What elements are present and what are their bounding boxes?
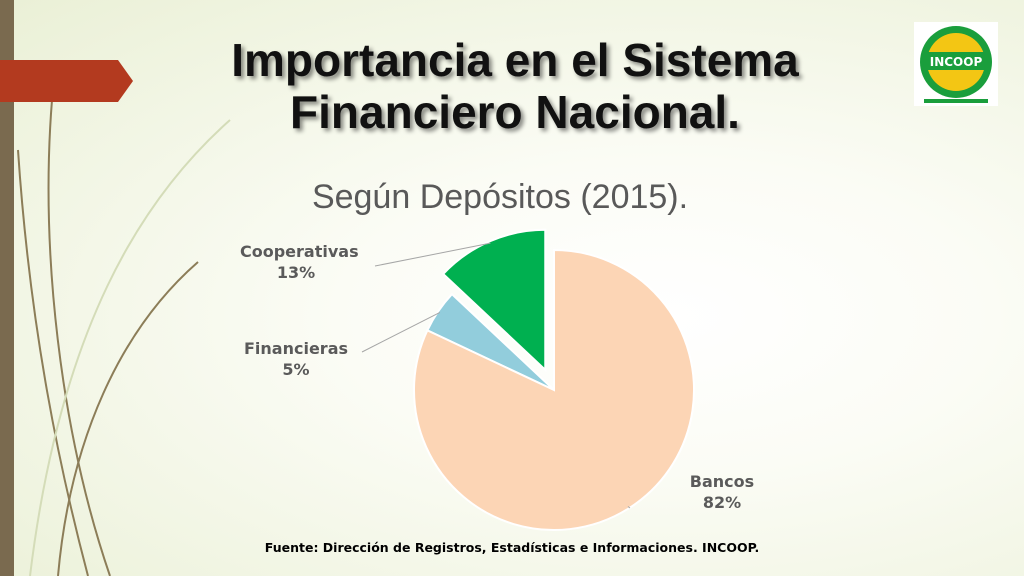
label-cooperativas: Cooperativas 13% <box>240 241 359 283</box>
label-cooperativas-value: 13% <box>276 263 316 282</box>
leader-line-cooperativas <box>374 242 491 267</box>
label-financieras-name: Financieras <box>243 339 349 358</box>
label-cooperativas-name: Cooperativas <box>240 242 359 261</box>
leader-line-financieras <box>361 311 441 353</box>
title-flag <box>0 60 133 102</box>
leader-line-bancos <box>627 506 631 509</box>
title-line-1: Importancia en el Sistema <box>231 34 799 86</box>
left-accent-bar <box>0 0 14 576</box>
label-financieras-value: 5% <box>282 360 310 379</box>
pie-slice-bancos <box>413 248 695 531</box>
decorative-vines <box>17 99 231 576</box>
source-note: Fuente: Dirección de Registros, Estadíst… <box>264 540 760 555</box>
label-bancos: Bancos 82% <box>672 471 772 513</box>
label-financieras: Financieras 5% <box>240 338 352 380</box>
pie-slice-cooperativas <box>441 228 547 373</box>
incoop-logo: INCOOP <box>914 22 998 106</box>
logo-text: INCOOP <box>930 55 983 69</box>
title-line-2: Financiero Nacional. <box>290 86 740 138</box>
label-bancos-name: Bancos <box>689 472 755 491</box>
chart-subtitle: Según Depósitos (2015). <box>311 178 689 216</box>
label-bancos-value: 82% <box>702 493 742 512</box>
slide-title: Importancia en el Sistema Financiero Nac… <box>120 34 910 138</box>
